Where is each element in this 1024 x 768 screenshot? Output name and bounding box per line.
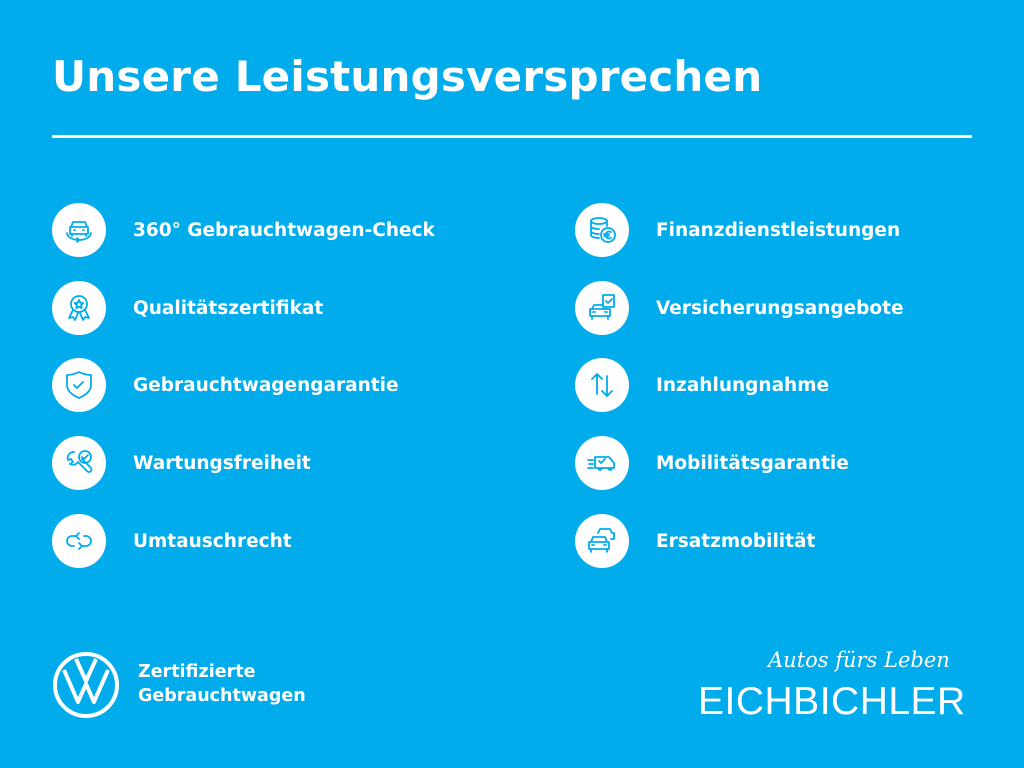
service-label: Ersatzmobilität [656, 530, 816, 552]
service-item-insurance: Versicherungsangebote [575, 280, 904, 336]
cars-stack-icon [575, 514, 629, 568]
cert-line-1: Zertifizierte [138, 662, 256, 682]
service-item-replacement-mobility: Ersatzmobilität [575, 513, 815, 569]
service-item-360-check: 360° Gebrauchtwagen-Check [52, 202, 435, 258]
service-item-quality-certificate: Qualitätszertifikat [52, 280, 323, 336]
service-label: Versicherungsangebote [656, 297, 904, 319]
van-moving-icon [575, 436, 629, 490]
up-down-arrows-icon [575, 358, 629, 412]
service-item-mobility-guarantee: Mobilitätsgarantie [575, 435, 849, 491]
service-label: Inzahlungnahme [656, 374, 830, 396]
cert-line-2: Gebrauchtwagen [138, 686, 306, 706]
service-label: Wartungsfreiheit [133, 452, 311, 474]
service-item-trade-in: Inzahlungnahme [575, 357, 829, 413]
shield-check-icon [52, 358, 106, 412]
divider [52, 135, 972, 138]
service-label: Mobilitätsgarantie [656, 452, 849, 474]
award-badge-icon [52, 281, 106, 335]
dealer-logo: EICHBICHLER [698, 680, 966, 723]
service-label: Gebrauchtwagengarantie [133, 374, 399, 396]
service-label: Umtauschrecht [133, 530, 292, 552]
wrench-check-icon [52, 436, 106, 490]
service-item-exchange: Umtauschrecht [52, 513, 292, 569]
service-item-financing: Finanzdienstleistungen [575, 202, 900, 258]
service-item-maintenance: Wartungsfreiheit [52, 435, 311, 491]
certified-label: Zertifizierte Gebrauchtwagen [138, 660, 306, 708]
service-label: 360° Gebrauchtwagen-Check [133, 219, 435, 241]
car-document-icon [575, 281, 629, 335]
car-360-icon [52, 203, 106, 257]
dealer-slogan: Autos fürs Leben [768, 648, 950, 672]
service-item-warranty: Gebrauchtwagengarantie [52, 357, 399, 413]
exchange-arrows-icon [52, 514, 106, 568]
page-title: Unsere Leistungsversprechen [52, 52, 763, 101]
service-label: Qualitätszertifikat [133, 297, 324, 319]
service-label: Finanzdienstleistungen [656, 219, 901, 241]
coins-euro-icon [575, 203, 629, 257]
vw-logo-icon [53, 652, 119, 718]
